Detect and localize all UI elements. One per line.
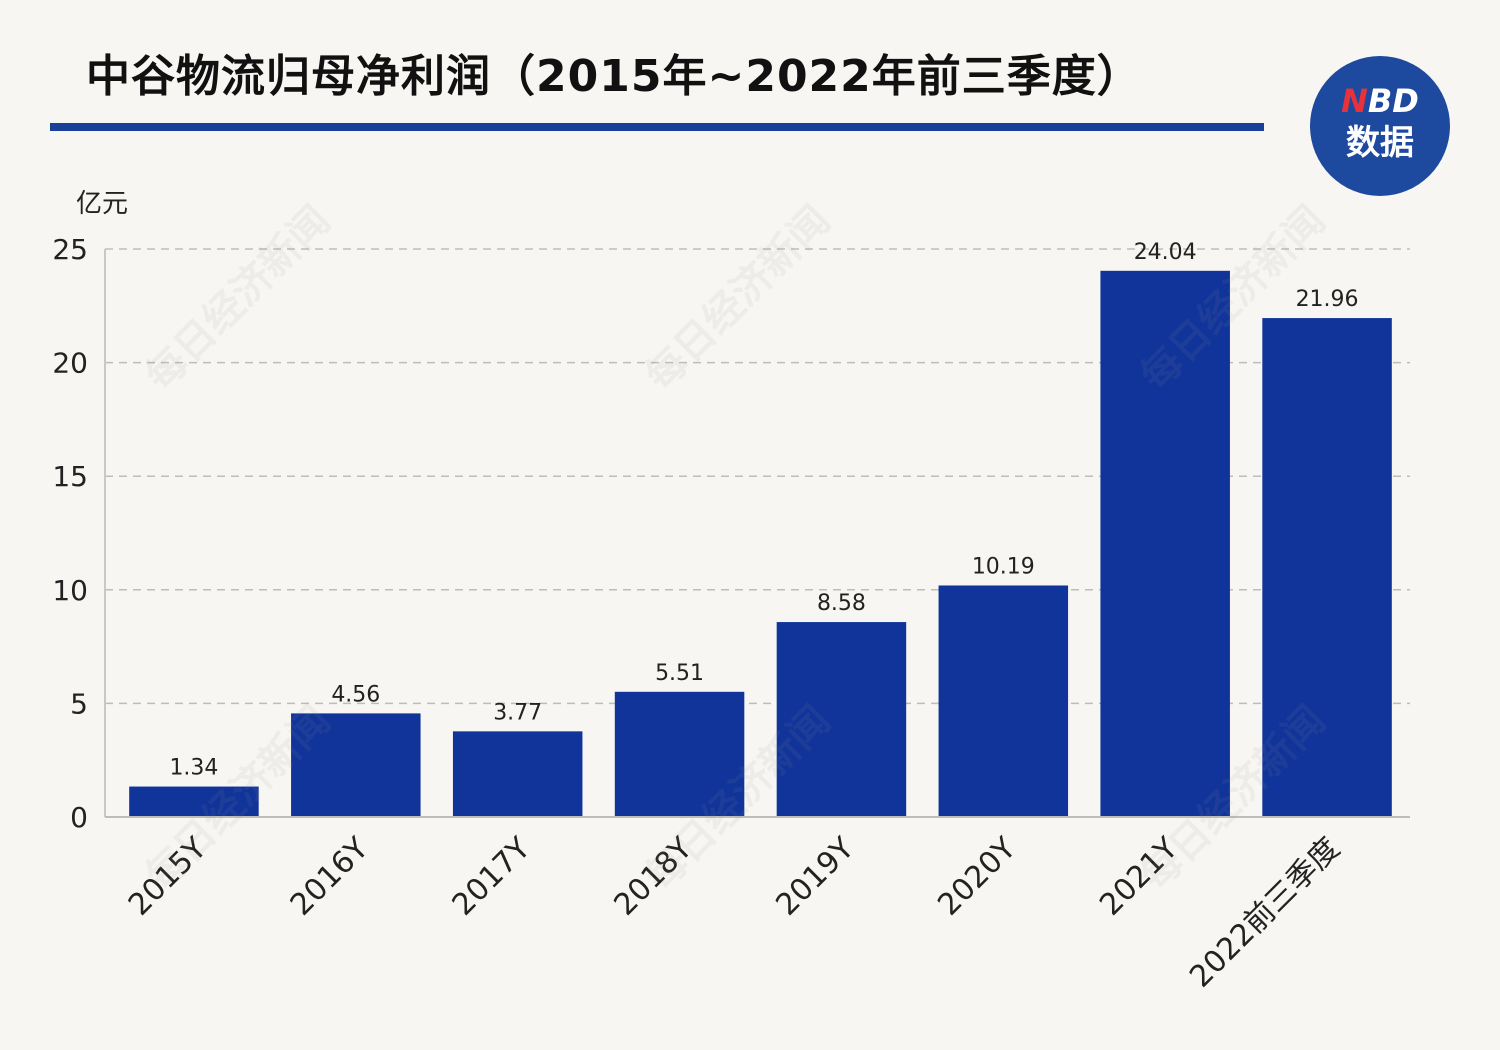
y-tick-label: 10 [52,574,88,607]
bar-value-label: 8.58 [817,591,866,616]
x-tick-label: 2022前三季度 [1183,831,1347,995]
bar [291,713,421,817]
nbd-data-logo: NBD 数据 [1310,56,1450,196]
bar [129,786,259,817]
logo-brand-accent: N [1341,82,1368,120]
bar-value-label: 21.96 [1296,287,1359,312]
chart-title: 中谷物流归母净利润（2015年~2022年前三季度） [86,51,1142,102]
y-tick-label: 15 [52,460,88,493]
x-tick-label: 2017Y [446,830,538,922]
bar [614,691,745,817]
x-tick-label: 2019Y [769,830,861,922]
logo-brand-rest: BD [1367,82,1419,120]
x-tick-label: 2021Y [1093,830,1185,922]
x-tick-label: 2016Y [284,830,376,922]
bar-value-label: 10.19 [972,554,1035,579]
bar [1262,318,1392,817]
x-tick-label: 2020Y [931,830,1023,922]
bar-value-label: 24.04 [1134,240,1197,265]
logo-brand: NBD [1310,82,1450,120]
y-tick-label: 5 [70,687,88,720]
bar-value-label: 1.34 [169,756,218,781]
bar [1100,270,1230,818]
logo-sub: 数据 [1346,123,1414,163]
bar [938,585,1069,817]
bar [452,731,583,817]
y-axis-unit-label: 亿元 [76,189,129,219]
y-tick-label: 0 [70,801,88,834]
title-underline [50,123,1264,131]
bar [776,622,907,817]
x-tick-label: 2015Y [122,830,214,922]
bar-value-label: 3.77 [493,700,542,725]
x-tick-label: 2018Y [608,830,700,922]
bar-value-label: 5.51 [655,661,704,686]
y-tick-label: 20 [52,347,88,380]
bar-value-label: 4.56 [331,682,380,707]
y-tick-label: 25 [52,233,88,266]
